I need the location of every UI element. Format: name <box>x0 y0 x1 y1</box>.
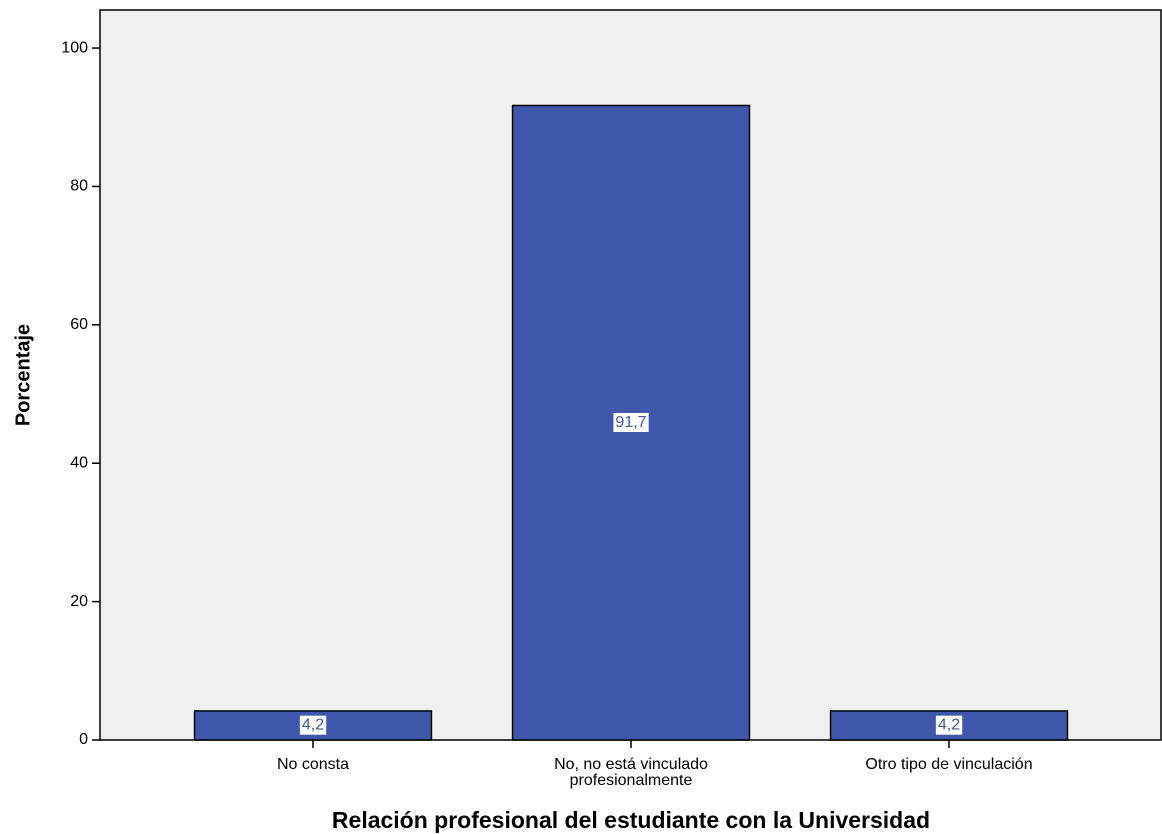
y-tick-label: 60 <box>70 316 88 333</box>
x-axis-title: Relación profesional del estudiante con … <box>332 807 930 833</box>
y-tick-label: 100 <box>61 39 88 56</box>
x-tick-label: No consta <box>276 756 350 773</box>
x-tick-label: No, no está vinculado profesionalmente <box>554 756 708 789</box>
y-axis-title: Porcentaje <box>12 324 34 426</box>
value-label: 4,2 <box>938 717 960 734</box>
y-tick-label: 40 <box>70 454 88 471</box>
value-label-bg <box>613 412 649 432</box>
y-tick-label: 0 <box>79 731 88 748</box>
value-label-bg <box>299 715 327 735</box>
y-tick-label: 80 <box>70 178 88 195</box>
x-tick-label: Otro tipo de vinculación <box>865 756 1033 773</box>
value-label: 4,2 <box>302 717 324 734</box>
y-tick-label: 20 <box>70 593 88 610</box>
value-label: 91,7 <box>615 414 646 431</box>
value-label-bg <box>935 715 963 735</box>
